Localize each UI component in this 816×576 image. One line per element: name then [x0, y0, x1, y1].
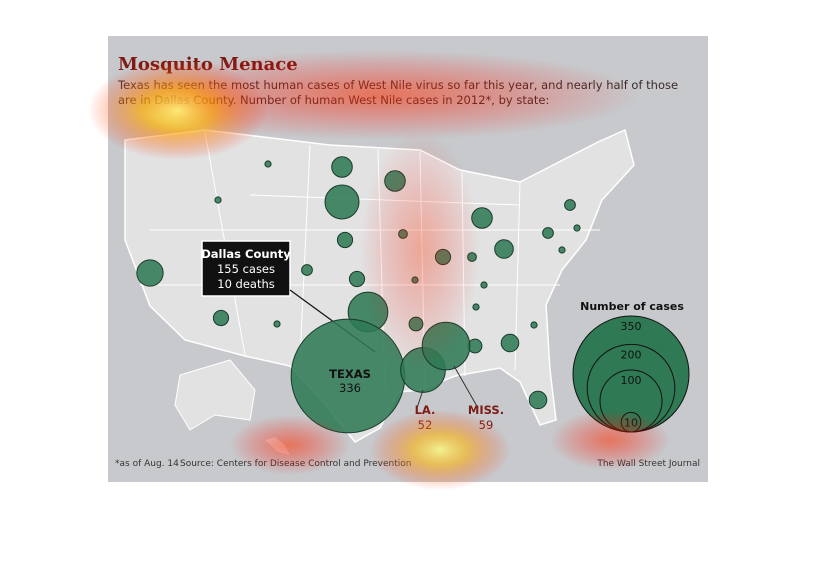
state-bubble [564, 199, 576, 211]
callout-text: 155 cases [217, 262, 275, 276]
state-bubble [500, 333, 520, 353]
state-bubble [324, 184, 360, 220]
state-bubble [421, 321, 471, 371]
state-bubble [336, 231, 354, 249]
source: Source: Centers for Disease Control and … [180, 459, 411, 469]
state-bubble [528, 390, 548, 410]
state-bubble [471, 207, 493, 229]
legend-title: Number of cases [580, 300, 684, 313]
leader-line [416, 389, 424, 409]
state-bubble [467, 252, 477, 262]
state-bubble [434, 248, 452, 266]
state-bubble [408, 316, 424, 332]
legend-label: 350 [621, 320, 642, 333]
state-bubble [480, 281, 488, 289]
callout-text: 10 deaths [217, 277, 275, 291]
state-label: TEXAS [329, 367, 371, 381]
state-bubble [558, 246, 566, 254]
state-bubble [301, 264, 313, 276]
credit: The Wall Street Journal [596, 459, 700, 469]
state-bubble [384, 170, 406, 192]
state-bubble [398, 229, 408, 239]
footnote: *as of Aug. 14 [115, 459, 179, 469]
legend-label: 200 [621, 348, 642, 361]
state-bubble [530, 321, 538, 329]
legend-label: 10 [624, 416, 638, 429]
state-bubble [331, 156, 353, 178]
state-bubble [264, 160, 272, 168]
state-bubble [573, 224, 581, 232]
subtitle: Texas has seen the most human cases of W… [117, 78, 678, 92]
dallas-callout: Dallas County 155 cases 10 deaths [201, 240, 376, 353]
title: Mosquito Menace [118, 54, 298, 75]
state-bubble [214, 196, 222, 204]
callout-text: Dallas County [201, 247, 291, 261]
state-bubble [411, 276, 419, 284]
legend-label: 100 [621, 374, 642, 387]
state-bubble [348, 270, 366, 288]
callout-box [201, 240, 291, 297]
state-bubble [494, 239, 514, 259]
state-bubble [136, 259, 164, 287]
state-cases: 59 [479, 418, 494, 432]
state-cases: 52 [418, 418, 433, 432]
state-bubble [542, 227, 554, 239]
state-label: LA. [415, 403, 436, 417]
subtitle: are in Dallas County. Number of human We… [118, 93, 549, 107]
state-cases: 336 [339, 381, 361, 395]
state-bubble [273, 320, 281, 328]
state-bubble [212, 309, 230, 327]
state-label: MISS. [468, 403, 504, 417]
state-bubble [472, 303, 480, 311]
leader-line [453, 365, 479, 409]
